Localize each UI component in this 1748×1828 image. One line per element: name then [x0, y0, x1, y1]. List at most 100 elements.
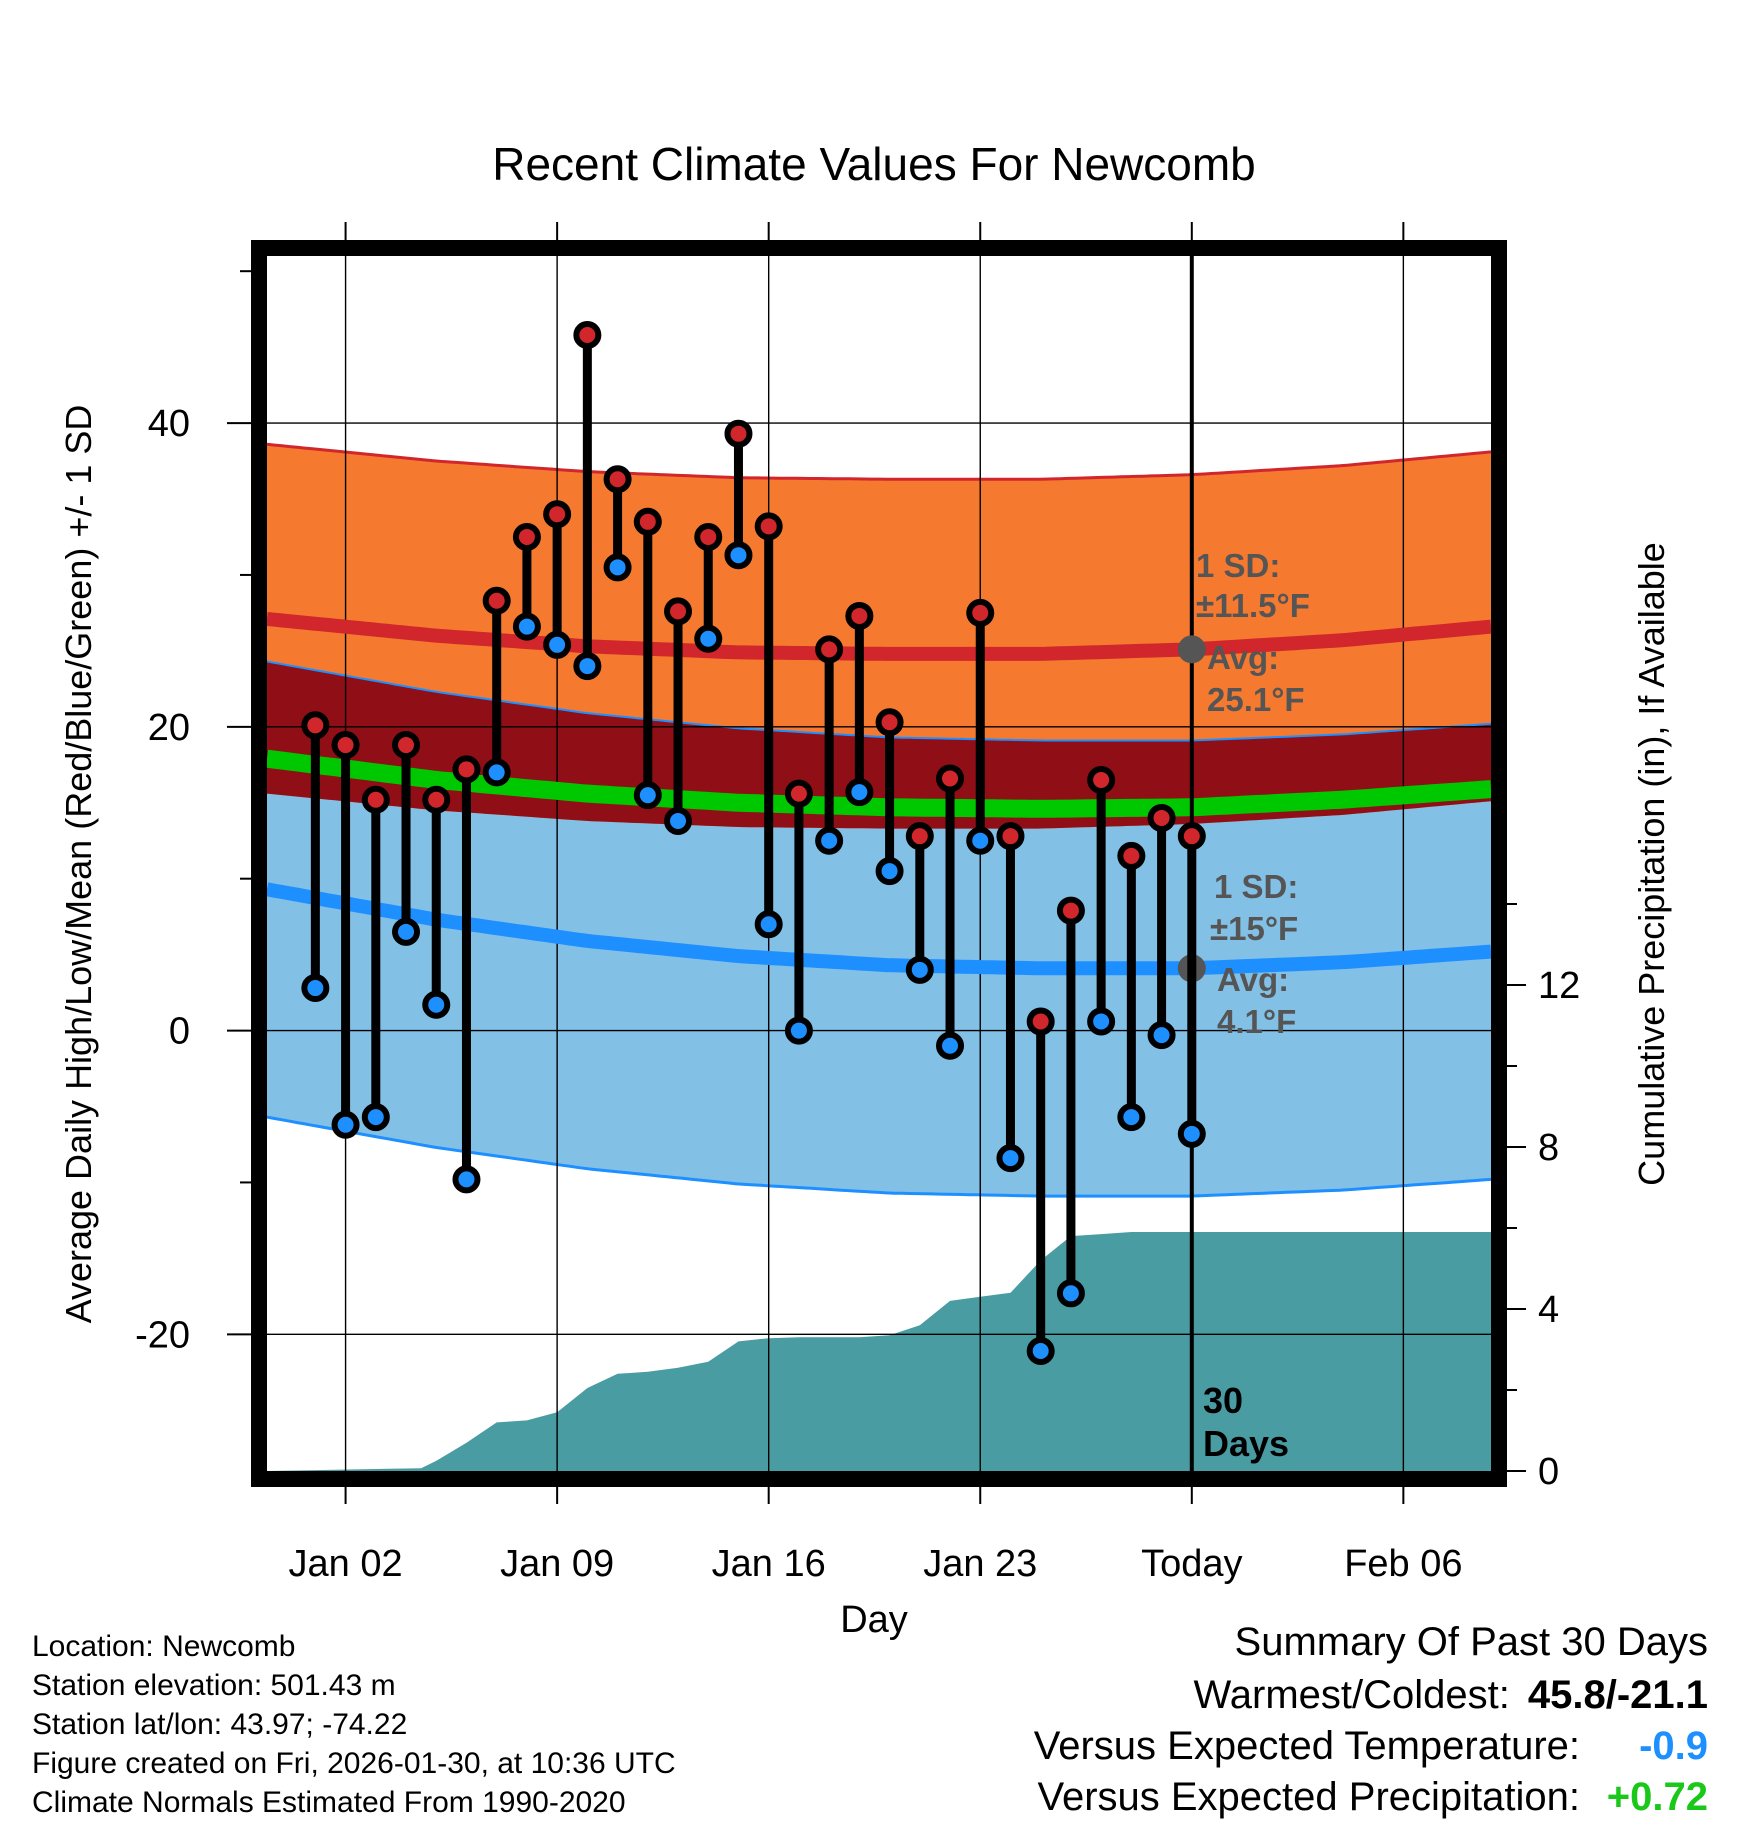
y-tick-label-right: 12: [1538, 965, 1580, 1007]
daily-low-point: [694, 624, 723, 653]
y-tick-label-left: -20: [135, 1314, 190, 1356]
y-tick-label-right: 8: [1538, 1127, 1559, 1169]
daily-low-point: [966, 826, 995, 855]
high-avg-value: 25.1°F: [1207, 681, 1305, 718]
x-axis-label: Day: [840, 1599, 908, 1641]
daily-high-point: [1177, 822, 1206, 851]
daily-low-point: [422, 990, 451, 1019]
x-tick-label: Jan 16: [712, 1543, 826, 1585]
daily-low-point: [543, 630, 572, 659]
high-avg-marker: [1177, 635, 1206, 664]
daily-low-point: [875, 857, 904, 886]
low-sd-label: 1 SD:: [1214, 868, 1298, 905]
daily-high-point: [694, 522, 723, 551]
normal-mean-line: [267, 749, 1491, 818]
station-location: Location: Newcomb: [32, 1630, 296, 1663]
daily-low-point: [1177, 1119, 1206, 1148]
daily-low-point: [724, 541, 753, 570]
y-axis-right-label: Cumulative Precipitation (in), If Availa…: [1631, 542, 1672, 1186]
climate-normals-note: Climate Normals Estimated From 1990-2020: [32, 1786, 626, 1819]
daily-high-point: [875, 708, 904, 737]
daily-high-point: [996, 822, 1025, 851]
daily-high-point: [754, 512, 783, 541]
precip-anomaly-label: Versus Expected Precipitation:: [1037, 1775, 1580, 1819]
daily-low-point: [1026, 1337, 1055, 1366]
daily-high-point: [905, 822, 934, 851]
daily-low-point: [331, 1110, 360, 1139]
daily-low-point: [815, 826, 844, 855]
daily-high-point: [966, 598, 995, 627]
daily-low-point: [573, 652, 602, 681]
daily-low-point: [482, 758, 511, 787]
daily-high-point: [361, 785, 390, 814]
daily-low-point: [996, 1144, 1025, 1173]
summary-temp-row: Versus Expected Temperature: -0.9: [1034, 1724, 1708, 1769]
x-tick-label: Today: [1141, 1543, 1242, 1585]
summary-title: Summary Of Past 30 Days: [1234, 1620, 1708, 1664]
daily-high-point: [392, 731, 421, 760]
daily-high-point: [331, 731, 360, 760]
daily-high-point: [784, 779, 813, 808]
low-avg-label: Avg:: [1217, 961, 1289, 998]
daily-high-point: [301, 711, 330, 740]
daily-low-point: [1056, 1279, 1085, 1308]
plot-frame: [251, 240, 1507, 1487]
daily-low-point: [936, 1031, 965, 1060]
y-tick-label-left: 0: [169, 1011, 190, 1053]
daily-low-point: [603, 553, 632, 582]
daily-low-point: [392, 917, 421, 946]
daily-low-point: [905, 955, 934, 984]
daily-high-point: [1026, 1007, 1055, 1036]
summary-precip-row: Versus Expected Precipitation: +0.72: [1037, 1775, 1708, 1820]
daily-high-point: [452, 755, 481, 784]
daily-low-point: [512, 612, 541, 641]
high-avg-label: Avg:: [1207, 639, 1279, 676]
daily-high-point: [573, 320, 602, 349]
daily-high-point: [1117, 841, 1146, 870]
daily-low-point: [664, 806, 693, 835]
precip-anomaly-value: +0.72: [1606, 1775, 1708, 1819]
low-sd-upper-edge: [267, 660, 1491, 742]
x-tick-label: Jan 23: [923, 1543, 1037, 1585]
x-tick-label: Feb 06: [1344, 1543, 1462, 1585]
daily-low-point: [1147, 1021, 1176, 1050]
today-days-word: Days: [1203, 1423, 1289, 1464]
warmest-value: 45.8/-21.1: [1527, 1673, 1708, 1717]
daily-high-point: [1056, 896, 1085, 925]
x-tick-label: Jan 09: [500, 1543, 614, 1585]
station-latlon: Station lat/lon: 43.97; -74.22: [32, 1708, 408, 1741]
daily-high-point: [422, 785, 451, 814]
daily-high-point: [633, 507, 662, 536]
daily-low-point: [361, 1103, 390, 1132]
y-tick-label-left: 20: [148, 707, 190, 749]
high-sd-label: 1 SD:: [1196, 547, 1280, 584]
daily-high-point: [1087, 765, 1116, 794]
high-sd-upper-edge: [267, 442, 1491, 481]
low-sd-lower-edge: [267, 1115, 1491, 1198]
summary-warmest-row: Warmest/Coldest: 45.8/-21.1: [1193, 1673, 1708, 1718]
daily-high-point: [512, 522, 541, 551]
warmest-label: Warmest/Coldest:: [1193, 1673, 1510, 1717]
daily-high-point: [482, 586, 511, 615]
temp-anomaly-value: -0.9: [1639, 1724, 1708, 1768]
daily-high-point: [724, 419, 753, 448]
daily-low-point: [845, 778, 874, 807]
temp-anomaly-label: Versus Expected Temperature:: [1033, 1724, 1580, 1768]
daily-high-point: [815, 635, 844, 664]
station-elevation: Station elevation: 501.43 m: [32, 1669, 396, 1702]
daily-high-point: [1147, 803, 1176, 832]
daily-low-point: [754, 910, 783, 939]
daily-low-point: [633, 781, 662, 810]
daily-low-point: [452, 1165, 481, 1194]
low-avg-value: 4.1°F: [1217, 1003, 1296, 1040]
low-sd-value: ±15°F: [1210, 910, 1298, 947]
high-sd-value: ±11.5°F: [1196, 587, 1310, 624]
chart-title: Recent Climate Values For Newcomb: [492, 138, 1256, 190]
daily-low-point: [1087, 1007, 1116, 1036]
daily-high-point: [664, 597, 693, 626]
y-tick-label-right: 4: [1538, 1289, 1559, 1331]
daily-low-point: [784, 1016, 813, 1045]
figure-created: Figure created on Fri, 2026-01-30, at 10…: [32, 1747, 676, 1780]
normal-low-line: [267, 882, 1491, 976]
